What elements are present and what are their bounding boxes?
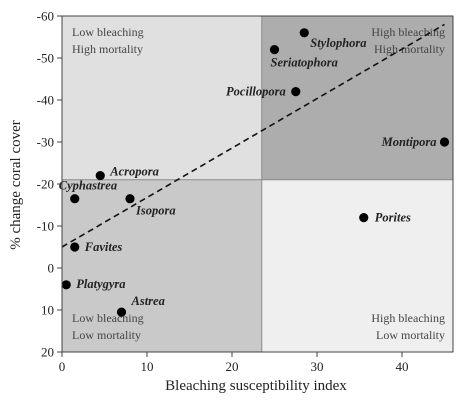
quadrant-labels: Low bleaching High mortality High bleachin… [72, 25, 445, 342]
data-point-acropora [95, 171, 105, 181]
data-point-favites [70, 242, 80, 252]
point-label-pocillopora: Pocillopora [226, 85, 286, 99]
data-point-stylophora [299, 28, 309, 38]
y-axis: -60 -50 -40 -30 -20 -10 0 10 20 [37, 9, 62, 360]
point-label-platygyra: Platygyra [76, 277, 125, 291]
point-labels: Stylophora Seriatophora Pocillopora Montipo… [59, 36, 437, 308]
y-axis-label: % change coral cover [8, 120, 24, 250]
point-label-astrea: Astrea [131, 294, 165, 308]
data-point-isopora [125, 194, 135, 204]
y-tick-label: -40 [37, 93, 54, 108]
y-tick-label: 10 [41, 303, 54, 318]
data-point-astrea [116, 307, 127, 317]
x-axis-label: Bleaching susceptibility index [165, 378, 347, 394]
data-point-cyphastrea [70, 194, 80, 204]
point-label-montipora: Montipora [381, 135, 437, 149]
data-point-pocillopora [291, 87, 301, 97]
y-tick-label: -20 [37, 177, 54, 192]
data-points [61, 28, 450, 317]
point-label-stylophora: Stylophora [310, 36, 366, 50]
data-point-porites [359, 213, 369, 223]
quadrant-bottom-right [261, 179, 453, 352]
quadrant-label-bottom-right-0: High bleaching [371, 311, 445, 325]
x-tick-label: 0 [59, 359, 66, 374]
y-tick-label: 20 [41, 345, 54, 360]
x-axis: 0 10 20 30 40 [59, 352, 409, 374]
x-tick-label: 30 [311, 359, 324, 374]
quadrant-label-bottom-right-1: Low mortality [376, 328, 445, 342]
quadrant-label-top-left-0: Low bleaching [72, 25, 144, 39]
trendline-group [61, 23, 445, 248]
quadrant-label-top-right-1: High mortality [374, 42, 445, 56]
point-label-cyphastrea: Cyphastrea [59, 179, 117, 193]
quadrant-label-top-left-1: High mortality [72, 42, 143, 56]
data-point-seriatophora [269, 45, 280, 55]
y-tick-label: 0 [48, 261, 55, 276]
x-tick-label: 40 [396, 359, 409, 374]
data-point-montipora [439, 137, 450, 147]
quadrant-bottom-left [62, 179, 262, 352]
point-label-acropora: Acropora [109, 165, 159, 179]
point-label-porites: Porites [375, 211, 411, 225]
y-tick-label: -30 [37, 135, 54, 150]
x-tick-label: 10 [141, 359, 154, 374]
point-label-seriatophora: Seriatophora [271, 56, 338, 70]
x-tick-label: 20 [226, 359, 239, 374]
data-point-platygyra [61, 280, 71, 290]
trendline [61, 23, 445, 248]
point-label-favites: Favites [84, 240, 123, 254]
y-tick-label: -10 [37, 219, 54, 234]
quadrant-backgrounds [62, 16, 453, 352]
point-label-isopora: Isopora [135, 204, 176, 218]
quadrant-label-top-right-0: High bleaching [371, 25, 445, 39]
quadrant-label-bottom-left-1: Low mortality [72, 328, 141, 342]
quadrant-top-right [261, 16, 453, 180]
y-tick-label: -50 [37, 51, 54, 66]
quadrant-label-bottom-left-0: Low bleaching [72, 311, 144, 325]
quadrant-top-left [62, 16, 262, 180]
y-tick-label: -60 [37, 9, 54, 24]
